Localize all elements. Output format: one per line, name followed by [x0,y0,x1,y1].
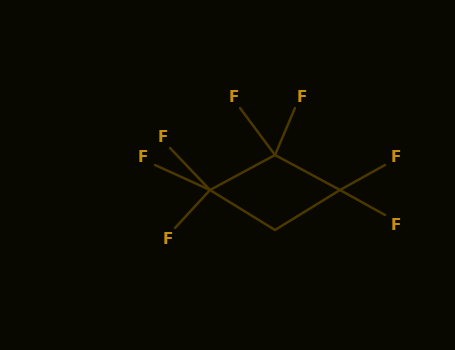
Text: F: F [297,90,307,105]
Text: F: F [163,231,173,246]
Text: F: F [391,218,401,233]
Text: F: F [138,150,148,166]
Text: F: F [229,90,239,105]
Text: F: F [158,130,168,145]
Text: F: F [391,149,401,164]
